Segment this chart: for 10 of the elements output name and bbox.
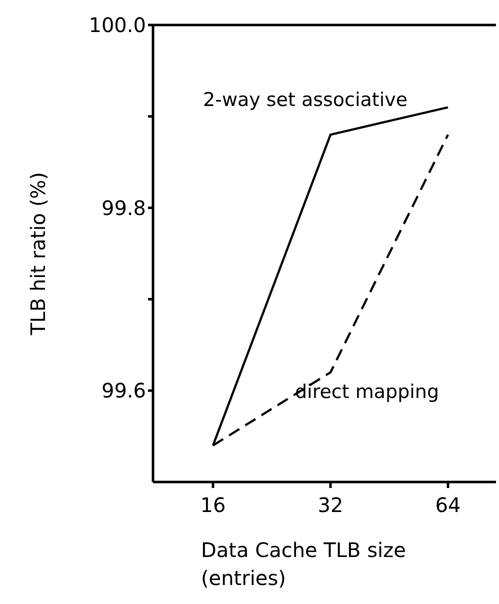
y-tick-label: 99.6 [101, 378, 146, 403]
y-tick-label: 100.0 [88, 13, 146, 38]
series-label: direct mapping [295, 380, 440, 404]
y-tick-label: 99.8 [101, 196, 146, 220]
series-label: 2-way set associative [203, 88, 409, 112]
x-tick-label: 64 [435, 493, 461, 518]
x-axis-title: Data Cache TLB size (entries) [201, 537, 407, 592]
x-tick-label: 16 [200, 493, 226, 518]
x-tick-label: 32 [318, 493, 344, 518]
y-axis-title: TLB hit ratio (%) [26, 172, 50, 336]
